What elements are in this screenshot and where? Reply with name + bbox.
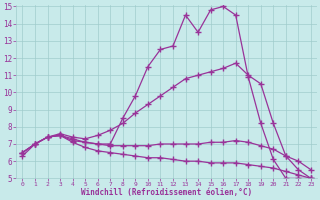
X-axis label: Windchill (Refroidissement éolien,°C): Windchill (Refroidissement éolien,°C): [81, 188, 252, 197]
